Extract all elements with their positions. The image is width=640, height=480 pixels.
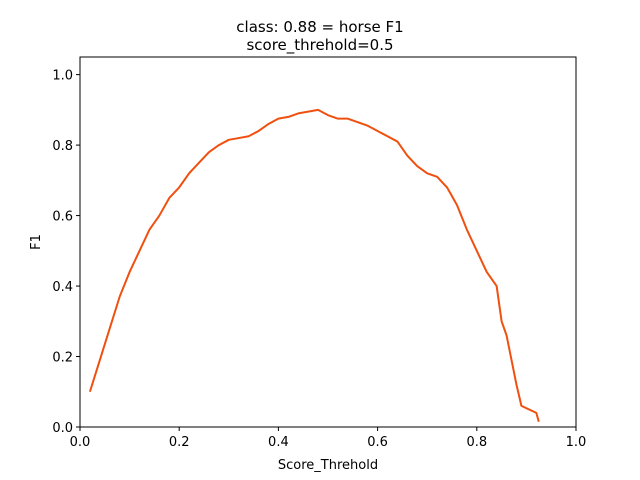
y-tick-label: 0.0 <box>52 421 73 436</box>
x-tick-label: 0.8 <box>466 435 487 450</box>
chart-title: class: 0.88 = horse F1 <box>236 18 403 36</box>
y-tick-label: 0.2 <box>52 351 73 366</box>
y-axis-label: F1 <box>29 234 44 250</box>
y-tick-label: 0.8 <box>52 139 73 154</box>
line-series <box>88 108 540 422</box>
x-tick-label: 0.2 <box>169 435 190 450</box>
x-tick-label: 0.6 <box>367 435 388 450</box>
plot-frame <box>79 56 577 428</box>
x-tick-label: 0.0 <box>70 435 91 450</box>
chart-subtitle: score_threhold=0.5 <box>246 36 393 55</box>
y-tick-label: 0.6 <box>52 210 73 225</box>
x-tick-label: 0.4 <box>268 435 289 450</box>
y-tick-label: 0.4 <box>52 280 73 295</box>
y-tick-label: 1.0 <box>52 69 73 84</box>
x-axis-label: Score_Threhold <box>278 458 378 473</box>
x-tick-label: 1.0 <box>566 435 587 450</box>
